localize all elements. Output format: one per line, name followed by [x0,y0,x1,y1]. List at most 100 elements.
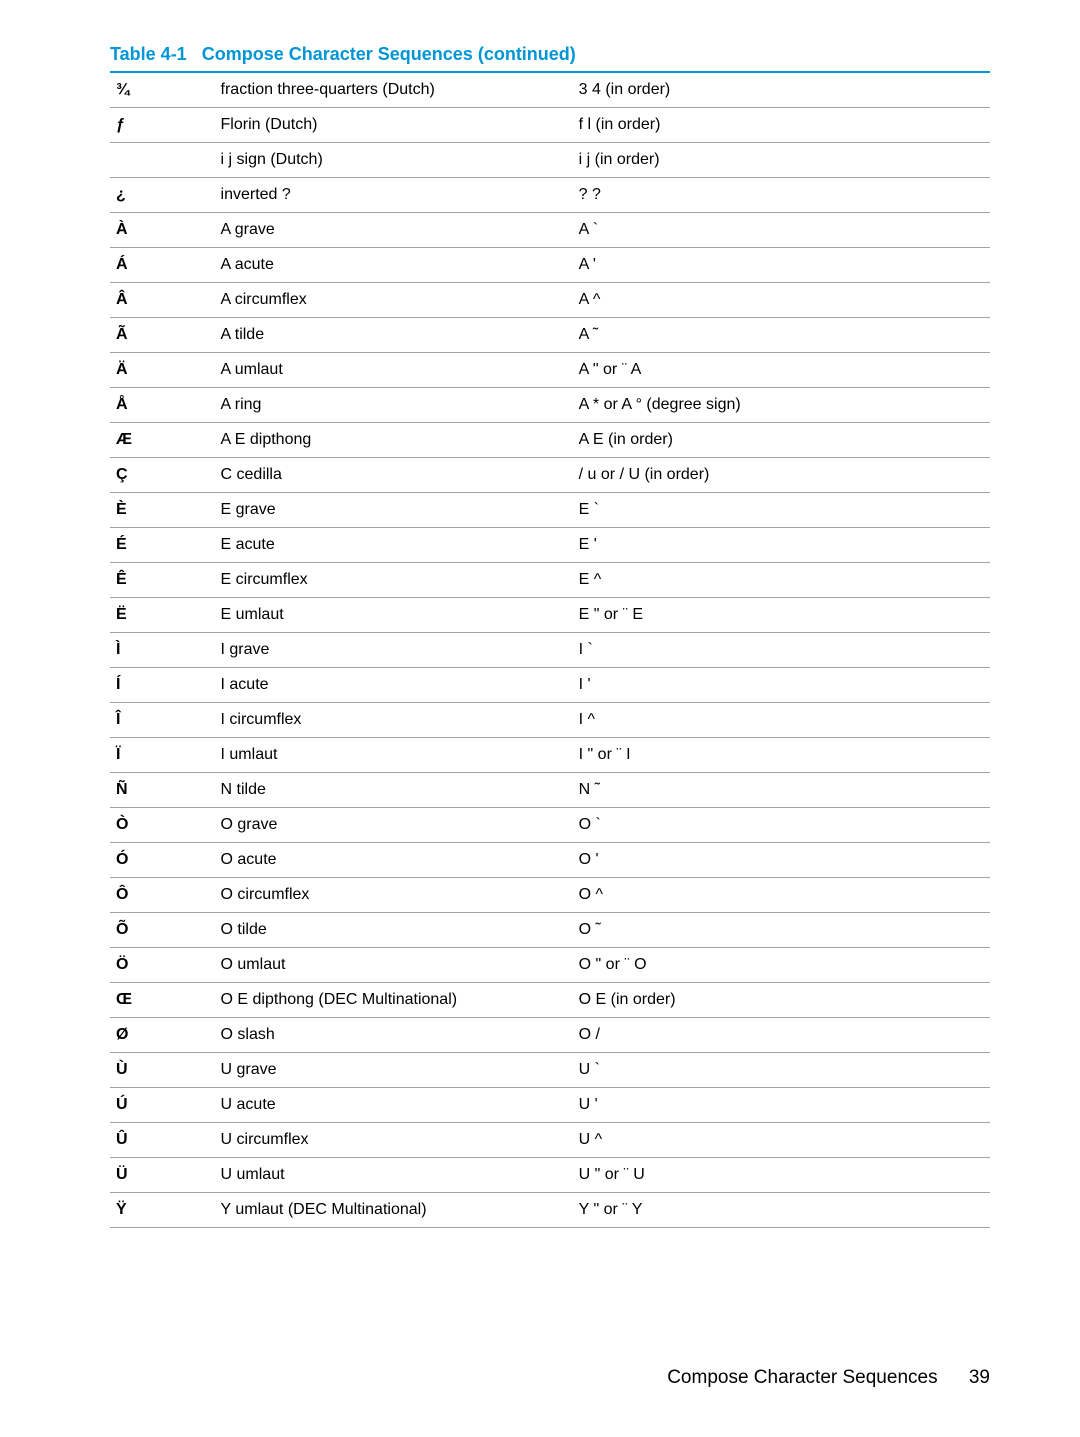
name-cell: O umlaut [215,948,573,983]
table-row: ÚU acuteU ' [110,1088,990,1123]
name-cell: E umlaut [215,598,573,633]
char-cell: À [110,213,215,248]
sequence-cell: O / [573,1018,990,1053]
sequence-cell: E ` [573,493,990,528]
char-cell: Ö [110,948,215,983]
page-footer: Compose Character Sequences 39 [667,1367,990,1389]
table-row: ØO slashO / [110,1018,990,1053]
name-cell: O grave [215,808,573,843]
name-cell: E acute [215,528,573,563]
sequence-cell: A E (in order) [573,423,990,458]
char-cell: Å [110,388,215,423]
name-cell: A ring [215,388,573,423]
sequence-cell: A * or A ° (degree sign) [573,388,990,423]
sequence-cell: i j (in order) [573,143,990,178]
sequence-cell: O ^ [573,878,990,913]
table-row: ÒO graveO ` [110,808,990,843]
char-cell: Ô [110,878,215,913]
name-cell: E circumflex [215,563,573,598]
table-row: ÂA circumflexA ^ [110,283,990,318]
char-cell: Ñ [110,773,215,808]
table-row: ÑN tildeN ˜ [110,773,990,808]
char-cell: Õ [110,913,215,948]
footer-section: Compose Character Sequences [667,1367,937,1388]
char-cell: ¾ [110,73,215,108]
sequence-cell: I ' [573,668,990,703]
table-caption: Table 4-1 Compose Character Sequences (c… [110,44,990,65]
name-cell: A circumflex [215,283,573,318]
name-cell: fraction three-quarters (Dutch) [215,73,573,108]
table-row: ÉE acuteE ' [110,528,990,563]
name-cell: I circumflex [215,703,573,738]
page: Table 4-1 Compose Character Sequences (c… [0,0,1080,1437]
char-cell: Á [110,248,215,283]
sequence-cell: O ' [573,843,990,878]
name-cell: A grave [215,213,573,248]
table-row: ÈE graveE ` [110,493,990,528]
char-cell: Ó [110,843,215,878]
sequence-cell: A ˜ [573,318,990,353]
table-row: ¿inverted ?? ? [110,178,990,213]
name-cell: U umlaut [215,1158,573,1193]
char-cell: Æ [110,423,215,458]
name-cell: O tilde [215,913,573,948]
sequence-cell: A ' [573,248,990,283]
sequence-cell: E ' [573,528,990,563]
char-cell: Ù [110,1053,215,1088]
name-cell: I grave [215,633,573,668]
table-row: ÙU graveU ` [110,1053,990,1088]
compose-sequence-table: ¾fraction three-quarters (Dutch)3 4 (in … [110,73,990,1228]
name-cell: O slash [215,1018,573,1053]
char-cell: Ÿ [110,1193,215,1228]
name-cell: U circumflex [215,1123,573,1158]
name-cell: O circumflex [215,878,573,913]
footer-page-number: 39 [969,1367,990,1389]
sequence-cell: O ` [573,808,990,843]
char-cell: ƒ [110,108,215,143]
table-row: ÎI circumflexI ^ [110,703,990,738]
table-row: ÇC cedilla/ u or / U (in order) [110,458,990,493]
table-row: ÆA E dipthongA E (in order) [110,423,990,458]
table-row: ÅA ringA * or A ° (degree sign) [110,388,990,423]
char-cell: Î [110,703,215,738]
sequence-cell: 3 4 (in order) [573,73,990,108]
char-cell: Ê [110,563,215,598]
table-row: ÃA tildeA ˜ [110,318,990,353]
table-row: i j sign (Dutch)i j (in order) [110,143,990,178]
table-row: ÖO umlautO " or ¨ O [110,948,990,983]
table-row: ËE umlautE " or ¨ E [110,598,990,633]
char-cell: Ø [110,1018,215,1053]
sequence-cell: ? ? [573,178,990,213]
char-cell: Ú [110,1088,215,1123]
sequence-cell: O ˜ [573,913,990,948]
table-title: Compose Character Sequences (continued) [202,44,576,64]
char-cell: É [110,528,215,563]
sequence-cell: E ^ [573,563,990,598]
name-cell: I acute [215,668,573,703]
char-cell: Ä [110,353,215,388]
table-row: ÔO circumflexO ^ [110,878,990,913]
char-cell: Û [110,1123,215,1158]
table-row: ƒFlorin (Dutch)f l (in order) [110,108,990,143]
sequence-cell: A ` [573,213,990,248]
name-cell: A tilde [215,318,573,353]
sequence-cell: / u or / U (in order) [573,458,990,493]
sequence-cell: U ^ [573,1123,990,1158]
table-row: ÕO tildeO ˜ [110,913,990,948]
table-row: ÁA acuteA ' [110,248,990,283]
name-cell: U acute [215,1088,573,1123]
name-cell: C cedilla [215,458,573,493]
sequence-cell: U " or ¨ U [573,1158,990,1193]
table-row: ÓO acuteO ' [110,843,990,878]
name-cell: O E dipthong (DEC Multinational) [215,983,573,1018]
char-cell: ¿ [110,178,215,213]
sequence-cell: I " or ¨ I [573,738,990,773]
sequence-cell: I ` [573,633,990,668]
char-cell: Œ [110,983,215,1018]
char-cell: Ü [110,1158,215,1193]
char-cell: Ç [110,458,215,493]
table-row: ÏI umlautI " or ¨ I [110,738,990,773]
sequence-cell: Y " or ¨ Y [573,1193,990,1228]
name-cell: Florin (Dutch) [215,108,573,143]
sequence-cell: A " or ¨ A [573,353,990,388]
